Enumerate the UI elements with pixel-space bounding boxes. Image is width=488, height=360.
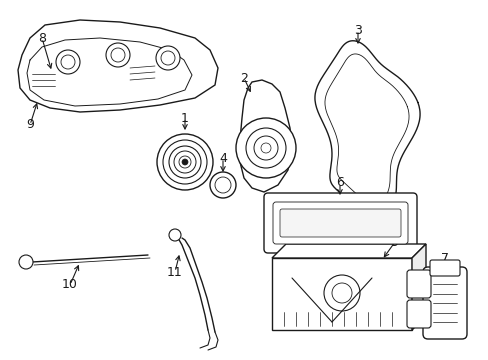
Circle shape bbox=[331, 283, 351, 303]
FancyBboxPatch shape bbox=[406, 300, 430, 328]
FancyBboxPatch shape bbox=[422, 267, 466, 339]
Text: 7: 7 bbox=[440, 252, 448, 265]
Circle shape bbox=[157, 134, 213, 190]
Circle shape bbox=[156, 46, 180, 70]
Text: 4: 4 bbox=[219, 152, 226, 165]
Text: 5: 5 bbox=[390, 235, 398, 248]
Text: 11: 11 bbox=[167, 266, 183, 279]
Polygon shape bbox=[271, 244, 425, 258]
Circle shape bbox=[324, 275, 359, 311]
Circle shape bbox=[111, 48, 125, 62]
Circle shape bbox=[106, 43, 130, 67]
Polygon shape bbox=[411, 244, 425, 330]
Text: 10: 10 bbox=[62, 279, 78, 292]
Text: 3: 3 bbox=[353, 23, 361, 36]
Text: 2: 2 bbox=[240, 72, 247, 85]
Circle shape bbox=[215, 177, 230, 193]
Circle shape bbox=[261, 143, 270, 153]
Text: 1: 1 bbox=[181, 112, 188, 125]
Circle shape bbox=[161, 51, 175, 65]
FancyBboxPatch shape bbox=[406, 270, 430, 298]
Circle shape bbox=[253, 136, 278, 160]
Circle shape bbox=[169, 229, 181, 241]
Circle shape bbox=[245, 128, 285, 168]
Circle shape bbox=[209, 172, 236, 198]
Circle shape bbox=[61, 55, 75, 69]
FancyBboxPatch shape bbox=[264, 193, 416, 253]
Circle shape bbox=[236, 118, 295, 178]
FancyBboxPatch shape bbox=[272, 202, 407, 244]
Text: 8: 8 bbox=[38, 31, 46, 45]
Text: 9: 9 bbox=[26, 118, 34, 131]
FancyBboxPatch shape bbox=[429, 260, 459, 276]
Polygon shape bbox=[271, 258, 411, 330]
Polygon shape bbox=[240, 80, 291, 192]
Circle shape bbox=[182, 159, 187, 165]
Polygon shape bbox=[18, 20, 218, 112]
FancyBboxPatch shape bbox=[280, 209, 400, 237]
Circle shape bbox=[19, 255, 33, 269]
Text: 6: 6 bbox=[335, 176, 343, 189]
Circle shape bbox=[56, 50, 80, 74]
